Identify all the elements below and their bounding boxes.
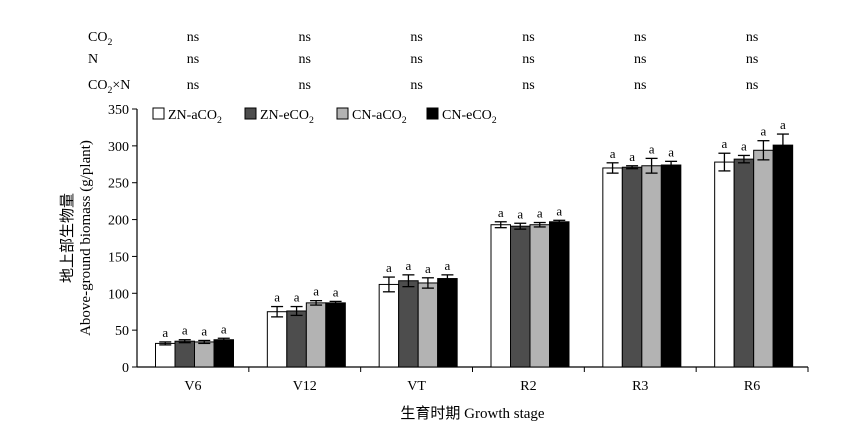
bar	[398, 280, 419, 368]
y-tick-label: 50	[115, 324, 129, 339]
bar	[213, 339, 234, 368]
significance-letter: a	[445, 258, 451, 273]
table-cell: ns	[522, 78, 534, 93]
bar	[602, 167, 623, 368]
table-cell: ns	[410, 30, 422, 45]
legend-swatch	[336, 107, 349, 120]
x-tick-label: VT	[407, 379, 426, 394]
significance-letter: a	[498, 205, 504, 220]
bar	[490, 224, 511, 368]
bar	[733, 158, 755, 368]
table-row-label: CO2	[88, 30, 112, 48]
legend-label: CN-eCO2	[442, 108, 497, 126]
table-cell: ns	[746, 30, 758, 45]
bar	[660, 164, 682, 368]
table-cell: ns	[634, 78, 646, 93]
significance-letter: a	[668, 144, 674, 159]
table-cell: ns	[522, 30, 534, 45]
table-row-label: CO2×N	[88, 78, 130, 96]
table-cell: ns	[187, 78, 199, 93]
bar	[621, 166, 643, 368]
y-axis-title-cn: 地上部生物量	[59, 193, 76, 283]
table-cell: ns	[299, 52, 311, 67]
table-cell: ns	[522, 52, 534, 67]
significance-letter: a	[201, 323, 207, 338]
bar	[549, 221, 570, 368]
significance-letter: a	[610, 146, 616, 161]
y-tick-label: 300	[108, 140, 129, 155]
bar	[174, 340, 195, 368]
significance-letter: a	[182, 323, 188, 338]
x-tick-label: V6	[184, 379, 201, 394]
table-cell: ns	[410, 78, 422, 93]
significance-letter: a	[556, 203, 562, 218]
bar	[753, 149, 774, 368]
bar	[417, 282, 439, 368]
significance-letter: a	[629, 149, 635, 164]
x-tick-label: R2	[520, 379, 536, 394]
table-cell: ns	[634, 30, 646, 45]
legend-label: CN-aCO2	[352, 108, 407, 126]
table-cell: ns	[187, 52, 199, 67]
significance-letter: a	[406, 258, 412, 273]
significance-letter: a	[313, 284, 319, 299]
significance-letter: a	[741, 138, 747, 153]
significance-letter: a	[722, 136, 728, 151]
significance-letter: a	[761, 124, 767, 139]
bar	[378, 283, 400, 368]
bar	[772, 144, 794, 368]
legend-swatch	[152, 107, 165, 120]
x-tick-label: R3	[632, 379, 648, 394]
bar	[641, 165, 662, 368]
table-cell: ns	[746, 78, 758, 93]
y-axis-title-en: Above-ground biomass (g/plant)	[78, 140, 94, 336]
significance-letter: a	[274, 290, 280, 305]
bar	[510, 225, 531, 368]
significance-letter: a	[537, 206, 543, 221]
significance-letter: a	[780, 117, 786, 132]
significance-letter: a	[333, 284, 339, 299]
table-cell: ns	[410, 52, 422, 67]
legend-swatch	[244, 107, 257, 120]
table-cell: ns	[299, 78, 311, 93]
table-cell: ns	[299, 30, 311, 45]
bar	[714, 161, 735, 368]
y-tick-label: 0	[122, 361, 129, 376]
x-tick-label: V12	[293, 379, 317, 394]
y-tick-label: 150	[108, 250, 129, 265]
x-tick-label: R6	[744, 379, 760, 394]
bar	[305, 302, 327, 368]
legend-label: ZN-eCO2	[260, 108, 314, 126]
legend-label: ZN-aCO2	[168, 108, 222, 126]
x-axis-title: 生育时期 Growth stage	[400, 405, 544, 422]
y-tick-label: 100	[108, 287, 129, 302]
legend-swatch	[426, 107, 439, 120]
significance-letter: a	[649, 141, 655, 156]
significance-letter: a	[162, 325, 168, 340]
bar	[529, 224, 550, 368]
table-row-label: N	[88, 52, 98, 67]
significance-letter: a	[221, 321, 227, 336]
bar	[194, 341, 215, 368]
y-tick-label: 250	[108, 177, 129, 192]
bar	[266, 311, 288, 368]
significance-letter: a	[294, 290, 300, 305]
legend: ZN-aCO2 ZN-eCO2 CN-aCO2 CN-eCO2	[152, 107, 497, 126]
table-cell: ns	[634, 52, 646, 67]
bar	[437, 278, 458, 368]
y-tick-label: 350	[108, 103, 129, 118]
y-tick-label: 200	[108, 214, 129, 229]
significance-letter: a	[386, 260, 392, 275]
bar	[325, 302, 346, 368]
significance-letter: a	[517, 206, 523, 221]
table-cell: ns	[187, 30, 199, 45]
table-cell: ns	[746, 52, 758, 67]
bar	[155, 342, 176, 368]
bar	[286, 310, 307, 368]
significance-letter: a	[425, 261, 431, 276]
